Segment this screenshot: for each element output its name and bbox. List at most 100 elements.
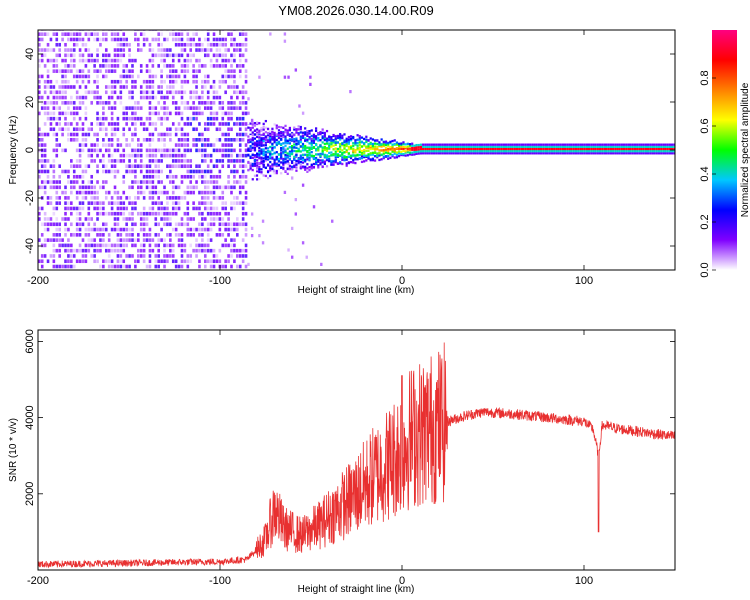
heatmap-cell <box>110 111 114 116</box>
heatmap-cell <box>454 150 457 153</box>
heatmap-cell <box>539 147 543 151</box>
heatmap-cell <box>419 145 423 149</box>
heatmap-cell <box>163 64 166 68</box>
heatmap-cell <box>139 143 143 147</box>
heatmap-cell <box>203 254 207 258</box>
heatmap-cell <box>113 90 117 95</box>
heatmap-cell <box>52 159 56 163</box>
heatmap-cell <box>472 147 475 151</box>
heatmap-cell <box>485 143 488 146</box>
heatmap-cell <box>352 159 355 162</box>
heatmap-cell <box>389 141 392 145</box>
heatmap-cell <box>55 227 59 232</box>
heatmap-cell <box>203 248 207 253</box>
heatmap-cell <box>312 135 316 139</box>
heatmap-cell <box>58 196 61 200</box>
heatmap-cell <box>142 42 146 47</box>
heatmap-cell <box>122 53 126 58</box>
heatmap-cell <box>206 37 210 42</box>
heatmap-cell <box>125 264 128 269</box>
heatmap-cell <box>122 174 126 179</box>
heatmap-cell <box>319 131 322 134</box>
heatmap-cell <box>238 74 242 79</box>
heatmap-cell <box>209 85 213 89</box>
heatmap-cell <box>494 152 497 155</box>
heatmap-cell <box>64 217 67 221</box>
heatmap-cell <box>139 32 143 36</box>
heatmap-cell <box>244 222 248 227</box>
heatmap-cell <box>203 101 207 105</box>
heatmap-cell <box>227 132 230 137</box>
heatmap-cell <box>218 185 222 190</box>
heatmap-cell <box>284 124 287 128</box>
heatmap-cell <box>177 201 181 205</box>
heatmap-cell <box>546 152 549 155</box>
heatmap-cell <box>542 152 545 155</box>
heatmap-cell <box>58 85 61 89</box>
heatmap-cell <box>116 127 120 132</box>
heatmap-cell <box>215 64 219 68</box>
heatmap-cell <box>116 196 120 200</box>
heatmap-cell <box>201 190 204 195</box>
heatmap-cell <box>72 116 76 121</box>
heatmap-cell <box>238 48 242 52</box>
heatmap-cell <box>122 153 126 158</box>
heatmap-cell <box>456 150 460 153</box>
heatmap-cell <box>295 159 298 163</box>
heatmap-cell <box>474 147 477 151</box>
heatmap-cell <box>72 254 76 258</box>
heatmap-cell <box>376 147 379 150</box>
heatmap-cell <box>241 217 245 221</box>
heatmap-cell <box>422 147 425 151</box>
heatmap-cell <box>203 64 207 68</box>
heatmap-cell <box>422 152 425 155</box>
heatmap-cell <box>345 141 348 144</box>
heatmap-cell <box>295 128 298 132</box>
heatmap-cell <box>238 185 242 190</box>
heatmap-cell <box>308 156 311 159</box>
heatmap-cell <box>491 145 495 148</box>
heatmap-cell <box>592 150 595 153</box>
heatmap-cell <box>43 122 47 126</box>
heatmap-cell <box>137 101 140 105</box>
heatmap-cell <box>249 140 252 143</box>
heatmap-cell <box>378 152 381 155</box>
heatmap-cell <box>233 48 236 52</box>
heatmap-cell <box>75 206 79 211</box>
heatmap-cell <box>84 85 88 89</box>
heatmap-cell <box>201 64 204 68</box>
heatmap-cell <box>72 174 76 179</box>
heatmap-cell <box>280 172 283 175</box>
heatmap-cell <box>206 53 210 58</box>
heatmap-cell <box>395 153 399 156</box>
heatmap-cell <box>642 150 645 153</box>
heatmap-cell <box>221 74 225 79</box>
heatmap-cell <box>221 132 225 137</box>
heatmap-cell <box>288 142 291 145</box>
heatmap-cell <box>439 150 442 153</box>
heatmap-cell <box>236 254 239 258</box>
heatmap-cell <box>577 143 580 146</box>
heatmap-cell <box>221 196 225 200</box>
heatmap-cell <box>169 233 172 237</box>
heatmap-cell <box>472 143 475 146</box>
heatmap-cell <box>555 147 558 151</box>
colorbar-tick-label: 0.0 <box>699 262 711 277</box>
heatmap-cell <box>261 241 265 245</box>
heatmap-cell <box>224 243 227 248</box>
heatmap-cell <box>271 167 274 171</box>
heatmap-cell <box>452 143 455 146</box>
heatmap-cell <box>218 169 222 174</box>
heatmap-cell <box>284 149 287 152</box>
heatmap-cell <box>116 32 120 36</box>
heatmap-cell <box>546 145 549 148</box>
heatmap-cell <box>67 243 70 248</box>
heatmap-cell <box>588 147 591 151</box>
heatmap-cell <box>96 90 99 95</box>
heatmap-cell <box>78 201 82 205</box>
heatmap-cell <box>238 254 242 258</box>
heatmap-cell <box>616 145 619 148</box>
heatmap-cell <box>334 140 337 143</box>
heatmap-cell <box>286 172 289 176</box>
heatmap-cell <box>432 143 436 146</box>
